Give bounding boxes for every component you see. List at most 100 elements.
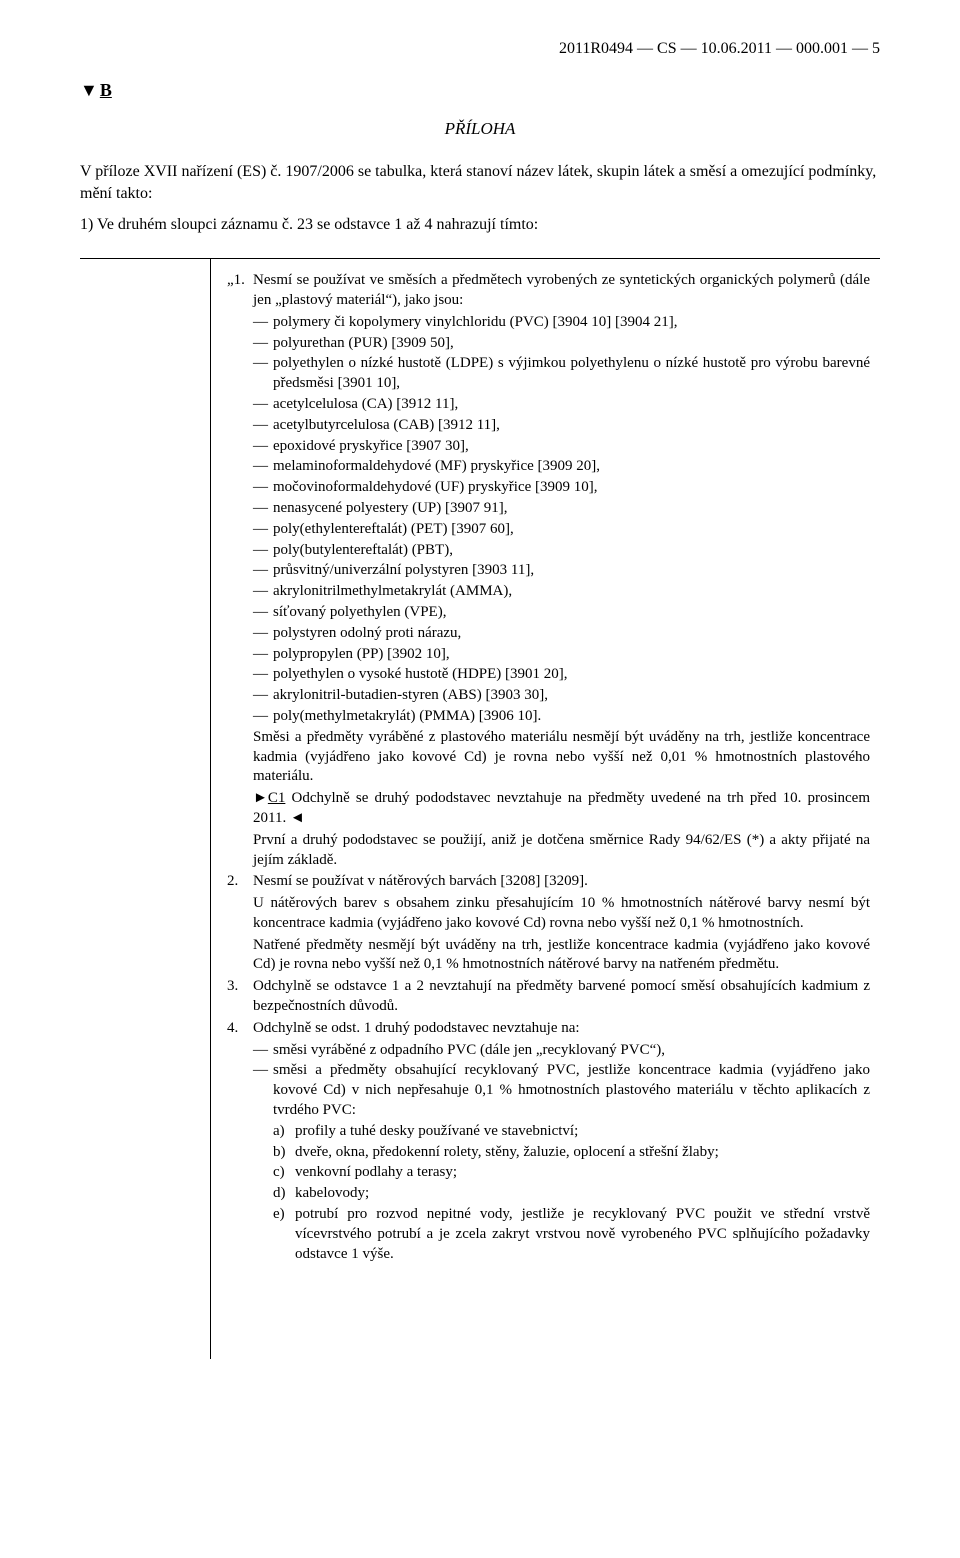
sub-list-item: b)dveře, okna, předokenní rolety, stěny,… (227, 1143, 870, 1163)
dash-icon: — (253, 334, 273, 354)
list-item: —melaminoformaldehydové (MF) pryskyřice … (227, 457, 870, 477)
list-item-text: acetylbutyrcelulosa (CAB) [3912 11], (273, 416, 870, 436)
list-item: —acetylcelulosa (CA) [3912 11], (227, 395, 870, 415)
list-item: —akrylonitril-butadien-styren (ABS) [390… (227, 686, 870, 706)
sub-list-letter: a) (273, 1122, 295, 1142)
dash-icon: — (253, 416, 273, 436)
sub-intro-paragraph: 1) Ve druhém sloupci záznamu č. 23 se od… (80, 216, 880, 234)
list-item-text: acetylcelulosa (CA) [3912 11], (273, 395, 870, 415)
para-number: 2. (227, 872, 253, 892)
list-item-text: průsvitný/univerzální polystyren [3903 1… (273, 561, 870, 581)
list-item-text: polystyren odolný proti nárazu, (273, 624, 870, 644)
c1-label: C1 (268, 790, 286, 806)
dash-icon: — (253, 478, 273, 498)
sub-list-text: profily a tuhé desky používané ve staveb… (295, 1122, 870, 1142)
triangle-right-icon: ► (253, 789, 268, 809)
dash-icon: — (253, 603, 273, 623)
list-item-text: poly(ethylentereftalát) (PET) [3907 60], (273, 520, 870, 540)
dash-icon: — (253, 520, 273, 540)
sub-list-letter: c) (273, 1163, 295, 1183)
para-number: 4. (227, 1019, 253, 1039)
dash-icon: — (253, 645, 273, 665)
para-number: 3. (227, 977, 253, 1017)
table-right-column: „1. Nesmí se používat ve směsích a předm… (211, 259, 880, 1359)
paragraph-4: 4. Odchylně se odst. 1 druhý pododstavec… (227, 1019, 870, 1039)
list-item: —síťovaný polyethylen (VPE), (227, 603, 870, 623)
dash-icon: — (253, 541, 273, 561)
sub-list-letter: b) (273, 1143, 295, 1163)
list-item-text: nenasycené polyestery (UP) [3907 91], (273, 499, 870, 519)
sub-list-item: e)potrubí pro rozvod nepitné vody, jestl… (227, 1205, 870, 1264)
list-item-text: směsi vyráběné z odpadního PVC (dále jen… (273, 1041, 870, 1061)
para-text: Odchylně se odstavce 1 a 2 nevztahují na… (253, 977, 870, 1017)
paragraph-1-sub-b: První a druhý pododstavec se použijí, an… (227, 831, 870, 871)
paragraph-1: „1. Nesmí se používat ve směsích a předm… (227, 271, 870, 311)
regulation-table: „1. Nesmí se používat ve směsích a předm… (80, 258, 880, 1359)
list-item-text: polypropylen (PP) [3902 10], (273, 645, 870, 665)
sub-list-item: d)kabelovody; (227, 1184, 870, 1204)
dash-icon: — (253, 499, 273, 519)
list-item: —průsvitný/univerzální polystyren [3903 … (227, 561, 870, 581)
list-item: —směsi vyráběné z odpadního PVC (dále je… (227, 1041, 870, 1061)
list-item: —akrylonitrilmethylmetakrylát (AMMA), (227, 582, 870, 602)
dash-icon: — (253, 686, 273, 706)
sub-list-text: kabelovody; (295, 1184, 870, 1204)
list-item-text: akrylonitrilmethylmetakrylát (AMMA), (273, 582, 870, 602)
dash-icon: — (253, 313, 273, 333)
list-item: —poly(butylentereftalát) (PBT), (227, 541, 870, 561)
para-number: „1. (227, 271, 253, 311)
list-item: —polyurethan (PUR) [3909 50], (227, 334, 870, 354)
triangle-left-icon: ◄ (290, 809, 305, 829)
document-reference-header: 2011R0494 — CS — 10.06.2011 — 000.001 — … (80, 40, 880, 58)
table-left-column (80, 259, 211, 1359)
dash-icon: — (253, 457, 273, 477)
list-item: —polypropylen (PP) [3902 10], (227, 645, 870, 665)
document-page: 2011R0494 — CS — 10.06.2011 — 000.001 — … (0, 0, 960, 1419)
dash-icon: — (253, 395, 273, 415)
para-text: Nesmí se používat ve směsích a předmětec… (253, 271, 870, 311)
paragraph-2-sub-a: U nátěrových barev s obsahem zinku přesa… (227, 894, 870, 934)
sub-list-text: dveře, okna, předokenní rolety, stěny, ž… (295, 1143, 870, 1163)
para-text: Nesmí se používat v nátěrových barvách [… (253, 872, 870, 892)
list-item: —nenasycené polyestery (UP) [3907 91], (227, 499, 870, 519)
list-item-text: akrylonitril-butadien-styren (ABS) [3903… (273, 686, 870, 706)
annex-title: PŘÍLOHA (80, 119, 880, 139)
list-item: —směsi a předměty obsahující recyklovaný… (227, 1061, 870, 1120)
dash-icon: — (253, 665, 273, 685)
sub-list-letter: d) (273, 1184, 295, 1204)
dash-icon: — (253, 1061, 273, 1120)
paragraph-3: 3. Odchylně se odstavce 1 a 2 nevztahují… (227, 977, 870, 1017)
dash-icon: — (253, 624, 273, 644)
list-item: —epoxidové pryskyřice [3907 30], (227, 437, 870, 457)
list-item-text: polyethylen o vysoké hustotě (HDPE) [390… (273, 665, 870, 685)
list-item: —polyethylen o nízké hustotě (LDPE) s vý… (227, 354, 870, 394)
para-text: Odchylně se odst. 1 druhý pododstavec ne… (253, 1019, 870, 1039)
list-item-text: síťovaný polyethylen (VPE), (273, 603, 870, 623)
list-item-text: polyurethan (PUR) [3909 50], (273, 334, 870, 354)
dash-icon: — (253, 707, 273, 727)
c1-text: Odchylně se druhý pododstavec nevztahuje… (253, 790, 870, 826)
paragraph-2: 2. Nesmí se používat v nátěrových barvác… (227, 872, 870, 892)
dash-icon: — (253, 354, 273, 394)
list-item-text: poly(methylmetakrylát) (PMMA) [3906 10]. (273, 707, 870, 727)
list-item-text: melaminoformaldehydové (MF) pryskyřice [… (273, 457, 870, 477)
list-item: —acetylbutyrcelulosa (CAB) [3912 11], (227, 416, 870, 436)
triangle-down-icon: ▼ (80, 80, 98, 101)
list-item-text: epoxidové pryskyřice [3907 30], (273, 437, 870, 457)
list-item-text: polymery či kopolymery vinylchloridu (PV… (273, 313, 870, 333)
dash-icon: — (253, 1041, 273, 1061)
list-item: —močovinoformaldehydové (UF) pryskyřice … (227, 478, 870, 498)
list-item-text: polyethylen o nízké hustotě (LDPE) s výj… (273, 354, 870, 394)
table-row: „1. Nesmí se používat ve směsích a předm… (80, 259, 880, 1359)
amendment-marker: ▼B (80, 80, 880, 101)
paragraph-2-sub-b: Natřené předměty nesmějí být uváděny na … (227, 936, 870, 976)
intro-paragraph: V příloze XVII nařízení (ES) č. 1907/200… (80, 161, 880, 204)
paragraph-c1: ►C1 Odchylně se druhý pododstavec nevzta… (227, 789, 870, 829)
list-item: —poly(methylmetakrylát) (PMMA) [3906 10]… (227, 707, 870, 727)
dash-icon: — (253, 437, 273, 457)
dash-icon: — (253, 561, 273, 581)
list-item: —polystyren odolný proti nárazu, (227, 624, 870, 644)
sub-list-letter: e) (273, 1205, 295, 1264)
sub-list-text: potrubí pro rozvod nepitné vody, jestliž… (295, 1205, 870, 1264)
sub-list-item: c)venkovní podlahy a terasy; (227, 1163, 870, 1183)
